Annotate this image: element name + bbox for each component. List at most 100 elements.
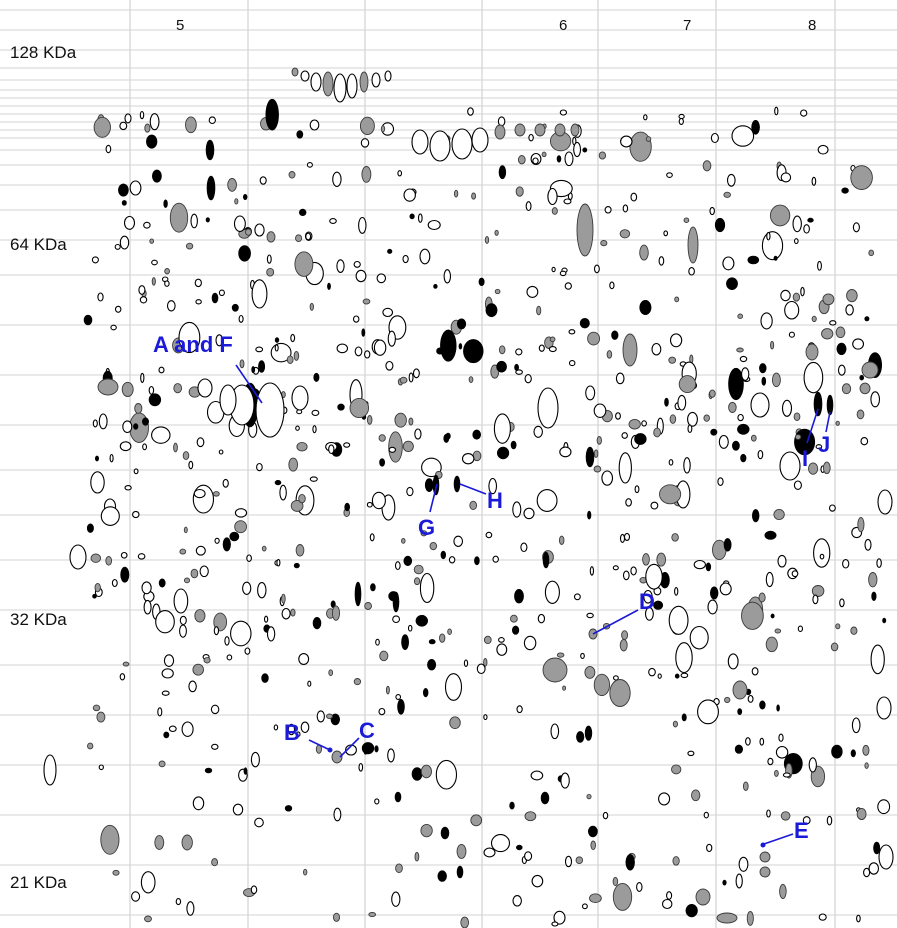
- protein-spot: [524, 374, 532, 384]
- protein-spot: [131, 891, 141, 902]
- protein-spot: [719, 582, 732, 596]
- protein-spot: [190, 213, 198, 229]
- protein-spot: [841, 187, 849, 194]
- protein-spot: [313, 372, 320, 382]
- protein-spot: [139, 110, 145, 120]
- protein-spot: [678, 375, 697, 394]
- protein-spot: [433, 283, 438, 289]
- protein-spot: [779, 883, 787, 899]
- protein-spot: [330, 713, 340, 726]
- protein-spot: [443, 269, 452, 284]
- protein-spot: [745, 737, 751, 746]
- protein-spot: [723, 191, 731, 198]
- protein-spot: [256, 462, 263, 472]
- protein-spot: [736, 347, 744, 353]
- protein-spot: [681, 713, 687, 722]
- protein-spot: [512, 501, 522, 518]
- protein-spot: [185, 116, 197, 134]
- protein-spot: [759, 737, 765, 746]
- protein-spot: [747, 694, 754, 703]
- mw-label-21: 21 KDa: [10, 873, 67, 892]
- protein-spot: [428, 639, 436, 645]
- protein-spot: [630, 192, 638, 202]
- protein-spot: [137, 553, 146, 560]
- protein-spot: [488, 477, 498, 495]
- protein-spot: [395, 694, 402, 700]
- protein-spot: [773, 255, 778, 261]
- protein-spot: [760, 312, 773, 330]
- protein-spot: [621, 630, 629, 640]
- protein-spot: [419, 572, 435, 604]
- protein-spot: [564, 151, 574, 167]
- protein-spot: [122, 661, 130, 667]
- protein-spot: [703, 811, 709, 819]
- protein-spot: [134, 403, 143, 414]
- protein-spot: [110, 324, 117, 331]
- protein-spot: [382, 307, 394, 318]
- protein-spot: [295, 731, 301, 738]
- protein-spot: [158, 366, 165, 374]
- annotation-d: D: [639, 589, 655, 614]
- protein-spot: [526, 285, 539, 298]
- protein-spot: [483, 714, 488, 721]
- protein-spot: [141, 581, 152, 595]
- protein-spot: [121, 200, 127, 206]
- ph-label-5: 5: [176, 17, 184, 34]
- protein-spot: [143, 221, 151, 229]
- protein-spot: [114, 243, 121, 250]
- protein-spot: [222, 537, 231, 552]
- protein-spot: [857, 516, 865, 533]
- protein-spot: [359, 71, 369, 93]
- protein-spot: [175, 898, 182, 906]
- protein-spot: [453, 535, 464, 547]
- protein-spot: [687, 411, 698, 427]
- protein-spot: [538, 344, 545, 352]
- protein-spot: [722, 256, 735, 271]
- protein-spot: [163, 199, 168, 208]
- protein-spot: [784, 300, 800, 320]
- protein-spot: [364, 602, 372, 610]
- protein-spot: [408, 417, 414, 426]
- protein-spot: [437, 870, 447, 882]
- protein-spot: [515, 844, 523, 851]
- protein-spot: [593, 465, 602, 473]
- protein-spot: [533, 425, 543, 438]
- protein-spot: [120, 566, 130, 583]
- protein-spot: [472, 429, 482, 440]
- protein-spot: [263, 615, 269, 623]
- protein-spot: [674, 673, 680, 679]
- protein-spot: [541, 151, 547, 158]
- protein-spot: [864, 762, 869, 769]
- protein-spot: [358, 216, 367, 234]
- protein-spot: [587, 510, 592, 520]
- protein-spot: [151, 426, 171, 444]
- protein-spot: [114, 305, 122, 313]
- protein-spot: [663, 230, 669, 237]
- protein-spot: [551, 921, 559, 927]
- protein-spot: [498, 345, 506, 355]
- protein-spot: [429, 130, 451, 162]
- protein-spot: [710, 428, 718, 436]
- protein-spot: [129, 180, 142, 196]
- protein-spot: [622, 333, 638, 367]
- protein-spot: [497, 446, 510, 460]
- protein-spot: [803, 224, 810, 234]
- protein-spot: [299, 208, 307, 216]
- protein-spot: [579, 318, 590, 329]
- protein-spot: [92, 419, 98, 428]
- protein-spot: [859, 375, 865, 381]
- protein-spot: [266, 626, 276, 642]
- leader-line-d: [592, 609, 639, 635]
- protein-spot: [680, 672, 689, 679]
- protein-spot: [353, 678, 362, 686]
- protein-spot: [402, 254, 409, 264]
- protein-spot: [677, 394, 687, 411]
- protein-spot: [615, 372, 625, 385]
- protein-spot: [440, 550, 446, 560]
- protein-spot: [373, 339, 387, 356]
- protein-spot: [793, 412, 801, 421]
- protein-spot: [109, 453, 114, 463]
- annotation-dot-e: [760, 842, 766, 848]
- protein-spot: [856, 914, 861, 923]
- protein-spot: [211, 743, 219, 750]
